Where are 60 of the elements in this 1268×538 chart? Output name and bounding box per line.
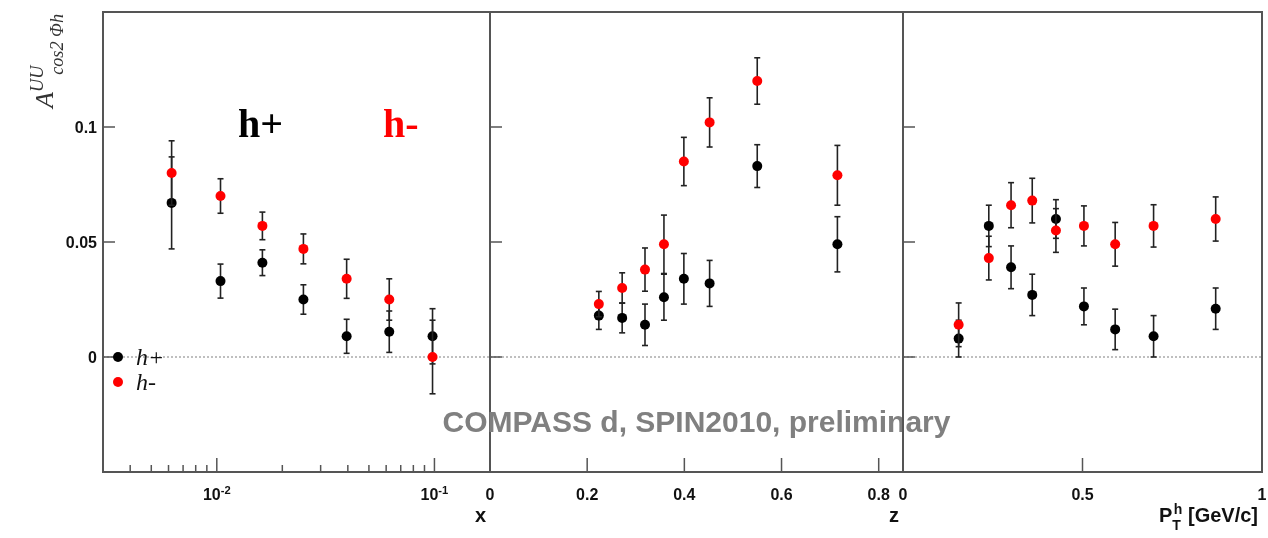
x-tick-label: 0.4 — [673, 486, 696, 503]
point — [1148, 331, 1159, 342]
point — [1027, 289, 1038, 300]
x-tick-label: 1 — [1257, 486, 1267, 503]
point — [1027, 195, 1038, 206]
y-tick-label: 0.1 — [74, 119, 98, 136]
point — [640, 264, 650, 275]
x-tick-label: 0.5 — [1071, 486, 1094, 503]
point — [617, 283, 628, 293]
point — [298, 294, 309, 305]
point — [384, 326, 395, 337]
point — [1006, 200, 1017, 211]
point — [983, 220, 994, 231]
x-tick-label: 10$^{-2}$ — [202, 484, 231, 503]
legend-label: h- — [136, 369, 156, 395]
x-tick-label: 0.2 — [576, 486, 599, 503]
x-axis-title: P$_{T}$$^{h}$ [GeV/c] — [1158, 501, 1258, 533]
point — [257, 257, 268, 268]
annotation: h+ — [238, 101, 284, 146]
point — [704, 278, 715, 289]
point — [1110, 324, 1121, 335]
legend-label: h+ — [136, 344, 165, 370]
point — [658, 292, 669, 303]
point — [678, 156, 689, 167]
x-tick-label: 0.8 — [867, 486, 890, 503]
point — [1078, 220, 1089, 231]
point — [704, 117, 715, 128]
point — [215, 191, 226, 201]
point — [658, 239, 669, 250]
point — [1110, 239, 1121, 250]
point — [983, 253, 994, 264]
point — [678, 273, 689, 284]
point — [298, 243, 309, 254]
x-tick-label: 0.6 — [770, 486, 793, 503]
point — [640, 319, 650, 330]
x-axis-title: z — [889, 504, 899, 526]
point — [752, 161, 763, 172]
point — [1148, 220, 1159, 231]
x-axis-title: x — [474, 504, 486, 526]
annotation: h- — [383, 101, 419, 146]
x-tick-label: 0 — [898, 486, 908, 503]
point — [215, 276, 226, 287]
point — [593, 299, 604, 310]
point — [341, 273, 352, 284]
point — [832, 239, 843, 250]
point — [752, 76, 763, 86]
point — [1210, 214, 1221, 224]
point — [832, 170, 843, 181]
point — [617, 312, 628, 323]
point — [1050, 225, 1061, 236]
point — [1006, 262, 1017, 273]
point — [1210, 303, 1221, 314]
point — [341, 331, 352, 342]
point — [1078, 301, 1089, 312]
x-tick-label: 10$^{-1}$ — [420, 484, 449, 503]
x-tick-label: 0 — [485, 486, 495, 503]
point — [257, 220, 268, 231]
y-tick-label: 0 — [88, 349, 98, 366]
y-tick-label: 0.05 — [65, 234, 98, 251]
point — [384, 294, 395, 305]
